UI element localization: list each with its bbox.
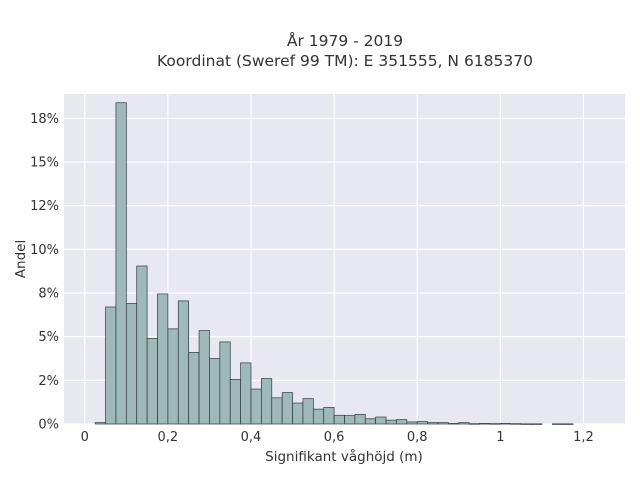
histogram-bar: [531, 423, 543, 425]
histogram-bar: [198, 330, 210, 425]
x-tick-label: 0,2: [158, 430, 179, 445]
histogram-bar: [375, 416, 387, 425]
histogram-bar: [333, 414, 345, 425]
chart-title-line-2: Koordinat (Sweref 99 TM): E 351555, N 61…: [157, 52, 533, 70]
y-tick-label: 5%: [38, 330, 59, 345]
histogram-bar: [479, 423, 491, 425]
histogram-bar: [551, 423, 564, 425]
x-tick-label: 1,2: [573, 430, 594, 445]
histogram-bar: [312, 408, 325, 425]
y-tick-label: 10%: [30, 243, 59, 258]
histogram-bar: [188, 352, 200, 425]
y-axis-ticks: 0% 2% 5% 8% 10% 12% 15% 18%: [30, 112, 59, 433]
histogram-bar: [167, 328, 179, 425]
histogram-bar: [146, 338, 158, 425]
histogram-bar: [105, 306, 117, 425]
y-axis-label: Andel: [13, 240, 29, 278]
y-tick-label: 12%: [30, 199, 59, 214]
histogram-bar: [520, 423, 532, 425]
histogram-bar: [271, 397, 283, 425]
histogram-bar: [416, 421, 428, 425]
histogram-bar: [281, 392, 293, 425]
histogram-bar: [157, 293, 169, 425]
histogram-bar: [562, 423, 574, 425]
chart-title-line-1: År 1979 - 2019: [287, 31, 403, 50]
x-tick-label: 0,4: [241, 430, 262, 445]
y-tick-label: 2%: [38, 374, 59, 389]
y-tick-label: 18%: [30, 112, 59, 127]
histogram-bar: [115, 102, 127, 425]
histogram-bars: [94, 102, 574, 425]
histogram-bar: [427, 422, 439, 425]
histogram-bar: [396, 419, 408, 425]
histogram-bar: [250, 388, 262, 425]
histogram-bar: [468, 423, 480, 425]
histogram-bar: [499, 423, 512, 425]
x-tick-label: 0,8: [407, 430, 428, 445]
histogram-bar: [302, 398, 314, 425]
histogram-bar: [437, 422, 449, 425]
histogram-bar: [489, 423, 501, 425]
histogram-bar: [177, 300, 190, 425]
histogram-bar: [125, 303, 138, 425]
y-tick-label: 15%: [30, 156, 59, 171]
histogram-bar: [344, 415, 356, 425]
histogram-bar: [323, 407, 335, 425]
y-tick-label: 8%: [38, 287, 59, 302]
histogram-bar: [219, 341, 231, 425]
histogram-bar: [94, 422, 106, 425]
histogram-bar: [510, 423, 522, 425]
x-tick-label: 0: [81, 430, 89, 445]
histogram-bar: [364, 418, 377, 425]
histogram-bar: [261, 378, 273, 425]
histogram-bar: [136, 265, 148, 425]
x-tick-label: 1: [496, 430, 504, 445]
histogram-bar: [385, 419, 397, 425]
histogram-bar: [240, 362, 252, 425]
histogram-bar: [448, 423, 460, 425]
histogram-bar: [354, 414, 366, 425]
x-axis-ticks: 0 0,2 0,4 0,6 0,8 1 1,2: [81, 430, 594, 445]
histogram-bar: [458, 422, 470, 425]
histogram-bar: [209, 358, 221, 425]
x-axis-label: Signifikant våghöjd (m): [265, 448, 423, 465]
x-tick-label: 0,6: [324, 430, 345, 445]
histogram-bar: [229, 379, 241, 425]
histogram-bar: [292, 402, 304, 425]
histogram-bar: [406, 421, 418, 425]
y-tick-label: 0%: [38, 418, 59, 433]
